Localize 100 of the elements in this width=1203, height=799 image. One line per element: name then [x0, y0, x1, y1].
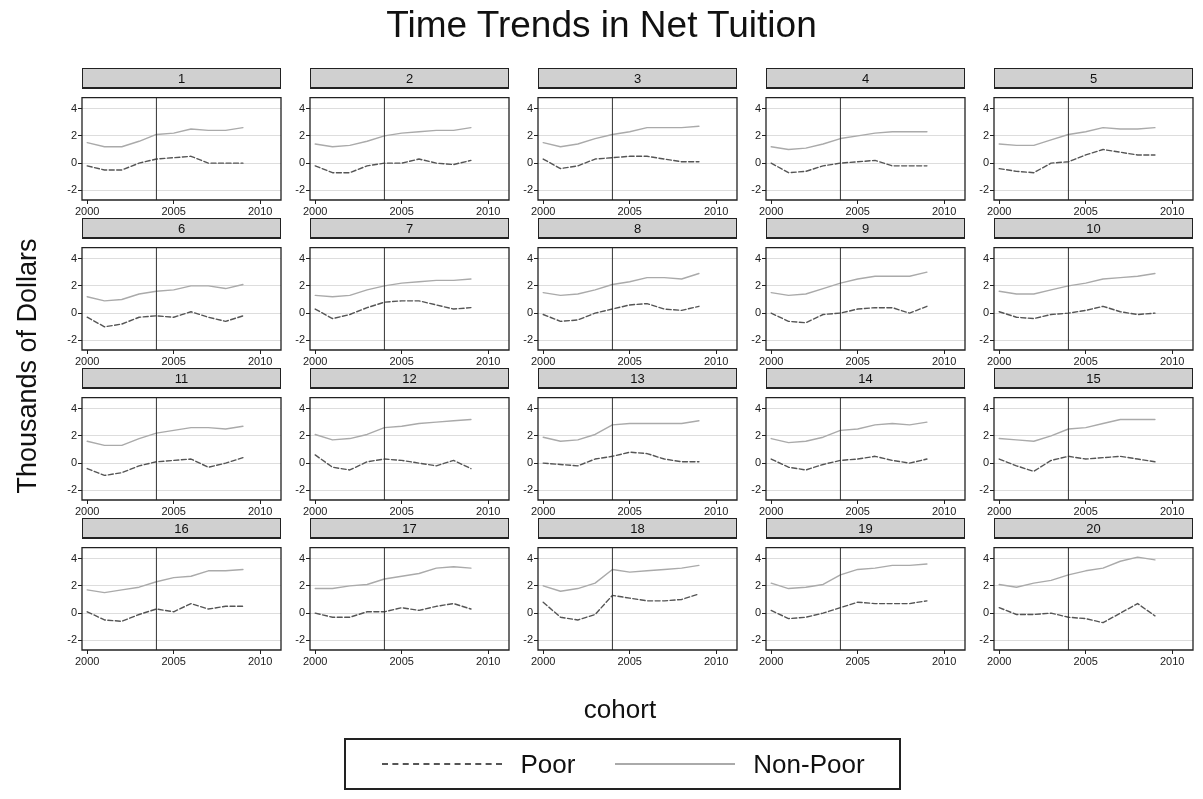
x-tick-label: 2000: [530, 204, 556, 217]
x-tick-label: 2005: [389, 204, 414, 217]
y-tick-label: 2: [754, 578, 761, 591]
y-tick-label: 4: [526, 251, 533, 264]
y-tick-label: 4: [526, 551, 533, 564]
y-tick-label: 2: [70, 578, 77, 591]
y-tick-label: 0: [70, 456, 77, 469]
y-tick-label: 4: [298, 551, 305, 564]
y-tick-label: -2: [523, 333, 533, 346]
x-tick-label: 2000: [758, 204, 784, 217]
line-series: [998, 602, 1156, 624]
x-tick-label: 2010: [247, 204, 273, 217]
chart-title: 20: [994, 518, 1193, 539]
y-tick-label: 0: [526, 156, 533, 169]
x-tick-label: 2005: [617, 654, 642, 667]
legend-label: Non-Poor: [753, 748, 865, 780]
y-tick-label: 0: [298, 606, 305, 619]
chart-title: 11: [82, 368, 281, 389]
line-series: [314, 158, 472, 174]
x-tick-label: 2005: [845, 354, 870, 367]
y-tick-label: 4: [754, 251, 761, 264]
y-tick-label: 4: [754, 551, 761, 564]
chart-title: 18: [538, 518, 737, 539]
y-tick-label: -2: [979, 633, 989, 646]
y-tick-label: -2: [751, 483, 761, 496]
y-tick-label: 2: [526, 278, 533, 291]
x-tick-label: 2010: [1159, 654, 1185, 667]
x-tick-label: 2000: [74, 504, 100, 517]
y-tick-label: 2: [982, 278, 989, 291]
x-tick-label: 2005: [1073, 204, 1098, 217]
chart-title: 16: [82, 518, 281, 539]
line-series: [770, 455, 928, 471]
x-tick-label: 2000: [986, 354, 1012, 367]
line-series: [314, 454, 472, 471]
x-tick-label: 2005: [1073, 654, 1098, 667]
y-tick-label: 2: [982, 428, 989, 441]
x-tick-label: 2005: [389, 654, 414, 667]
y-tick-label: 2: [298, 578, 305, 591]
y-tick-label: -2: [67, 333, 77, 346]
y-tick-label: -2: [295, 483, 305, 496]
x-tick-label: 2005: [1073, 354, 1098, 367]
y-tick-label: -2: [295, 183, 305, 196]
chart-title: 12: [310, 368, 509, 389]
y-tick-label: 4: [526, 401, 533, 414]
chart-title: 19: [766, 518, 965, 539]
line-series: [542, 302, 700, 323]
y-tick-label: 0: [70, 156, 77, 169]
y-tick-label: 2: [754, 128, 761, 141]
y-tick-label: 4: [982, 101, 989, 114]
x-tick-label: 2005: [617, 504, 642, 517]
y-tick-label: -2: [751, 633, 761, 646]
chart-title: 13: [538, 368, 737, 389]
x-tick-label: 2010: [931, 354, 957, 367]
text: Time Trends in Net Tuition: [385, 4, 818, 46]
line-series: [542, 593, 700, 621]
y-tick-label: 4: [70, 551, 77, 564]
x-tick-label: 2000: [302, 354, 328, 367]
y-tick-label: -2: [979, 333, 989, 346]
line-series: [770, 305, 928, 324]
x-tick-label: 2010: [475, 504, 501, 517]
y-tick-label: 4: [982, 401, 989, 414]
x-tick-label: 2010: [1159, 354, 1185, 367]
y-tick-label: 4: [754, 401, 761, 414]
x-tick-label: 2005: [845, 204, 870, 217]
y-tick-label: 2: [982, 578, 989, 591]
x-tick-label: 2000: [530, 354, 556, 367]
x-tick-label: 2005: [389, 504, 414, 517]
x-tick-label: 2005: [161, 354, 186, 367]
chart-title: 10: [994, 218, 1193, 239]
y-tick-label: -2: [295, 333, 305, 346]
line-series: [542, 451, 700, 467]
line-series: [86, 311, 244, 328]
y-tick-label: -2: [523, 183, 533, 196]
line-series: [314, 300, 472, 320]
x-tick-label: 2000: [302, 504, 328, 517]
x-tick-label: 2000: [74, 654, 100, 667]
chart-title: 14: [766, 368, 965, 389]
x-tick-label: 2000: [986, 654, 1012, 667]
line-series: [998, 305, 1156, 320]
y-tick-label: 2: [298, 428, 305, 441]
x-tick-label: 2000: [530, 654, 556, 667]
chart-title: 15: [994, 368, 1193, 389]
y-tick-label: -2: [979, 183, 989, 196]
y-tick-label: -2: [751, 333, 761, 346]
y-tick-label: 0: [982, 606, 989, 619]
legend-label: Poor: [520, 748, 576, 780]
x-tick-label: 2005: [1073, 504, 1098, 517]
x-tick-label: 2010: [703, 504, 729, 517]
x-tick-label: 2000: [758, 354, 784, 367]
x-tick-label: 2000: [302, 654, 328, 667]
chart-title: 9: [766, 218, 965, 239]
line-series: [998, 148, 1156, 174]
line-series: [998, 455, 1156, 473]
x-tick-label: 2000: [758, 504, 784, 517]
y-tick-label: 2: [754, 278, 761, 291]
x-tick-label: 2010: [1159, 204, 1185, 217]
x-tick-label: 2005: [389, 354, 414, 367]
y-tick-label: -2: [67, 633, 77, 646]
y-tick-label: 0: [298, 456, 305, 469]
line-series: [86, 602, 244, 623]
